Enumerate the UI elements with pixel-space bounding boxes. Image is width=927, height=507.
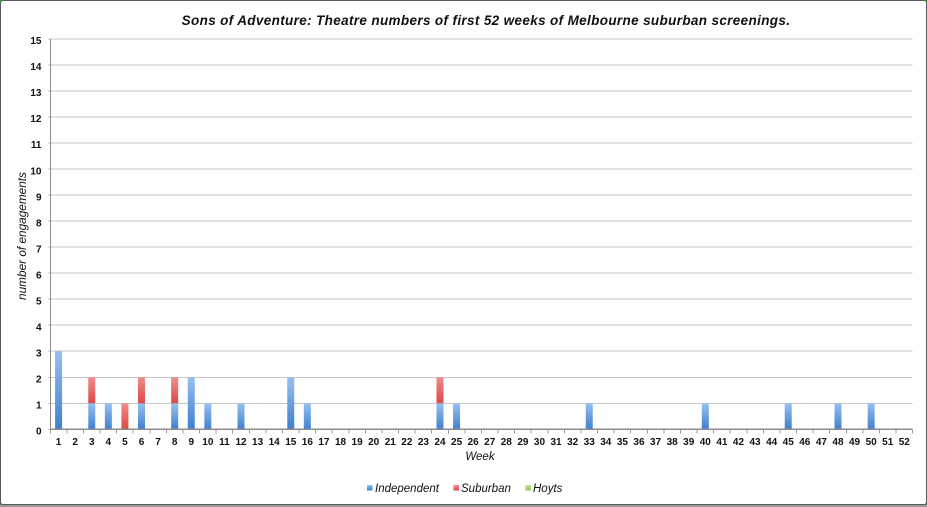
svg-text:22: 22 — [401, 437, 413, 448]
svg-text:0: 0 — [36, 426, 42, 437]
svg-text:40: 40 — [700, 437, 712, 448]
svg-text:2: 2 — [36, 374, 42, 385]
svg-text:6: 6 — [139, 437, 145, 448]
svg-text:4: 4 — [106, 437, 112, 448]
svg-text:18: 18 — [335, 437, 347, 448]
svg-text:39: 39 — [683, 437, 695, 448]
svg-text:30: 30 — [534, 437, 546, 448]
svg-text:6: 6 — [36, 270, 42, 281]
svg-text:12: 12 — [235, 437, 247, 448]
svg-text:37: 37 — [650, 437, 662, 448]
svg-text:1: 1 — [36, 400, 42, 411]
svg-text:52: 52 — [899, 437, 911, 448]
svg-text:3: 3 — [36, 348, 42, 359]
svg-text:50: 50 — [866, 437, 878, 448]
svg-text:27: 27 — [484, 437, 496, 448]
svg-text:Week: Week — [465, 451, 495, 463]
svg-text:Sons of Adventure: Theatre num: Sons of Adventure: Theatre numbers of fi… — [182, 13, 791, 28]
svg-text:7: 7 — [155, 437, 161, 448]
svg-text:Independent: Independent — [375, 483, 440, 495]
svg-text:9: 9 — [188, 437, 194, 448]
svg-text:5: 5 — [36, 296, 42, 307]
svg-text:48: 48 — [832, 437, 844, 448]
svg-text:25: 25 — [451, 437, 463, 448]
svg-text:1: 1 — [56, 437, 62, 448]
svg-text:47: 47 — [816, 437, 828, 448]
svg-text:17: 17 — [318, 437, 330, 448]
svg-text:38: 38 — [667, 437, 679, 448]
svg-text:10: 10 — [30, 166, 42, 177]
svg-text:15: 15 — [285, 437, 297, 448]
svg-text:26: 26 — [468, 437, 480, 448]
svg-text:4: 4 — [36, 322, 42, 333]
svg-text:8: 8 — [172, 437, 178, 448]
svg-text:3: 3 — [89, 437, 95, 448]
svg-text:44: 44 — [766, 437, 778, 448]
svg-text:10: 10 — [202, 437, 214, 448]
svg-text:35: 35 — [617, 437, 629, 448]
svg-text:31: 31 — [551, 437, 563, 448]
svg-text:13: 13 — [252, 437, 264, 448]
svg-text:49: 49 — [849, 437, 861, 448]
svg-text:13: 13 — [30, 88, 42, 99]
svg-text:Suburban: Suburban — [461, 483, 511, 495]
svg-text:9: 9 — [36, 192, 42, 203]
svg-text:36: 36 — [633, 437, 645, 448]
svg-text:28: 28 — [501, 437, 513, 448]
svg-text:33: 33 — [584, 437, 596, 448]
svg-text:42: 42 — [733, 437, 745, 448]
svg-text:8: 8 — [36, 218, 42, 229]
svg-text:7: 7 — [36, 244, 42, 255]
svg-text:number of engagements: number of engagements — [15, 172, 29, 300]
svg-text:46: 46 — [799, 437, 811, 448]
svg-text:23: 23 — [418, 437, 430, 448]
svg-text:45: 45 — [783, 437, 795, 448]
svg-text:15: 15 — [30, 36, 42, 47]
svg-text:29: 29 — [517, 437, 529, 448]
svg-text:Hoyts: Hoyts — [533, 483, 563, 495]
svg-text:12: 12 — [30, 114, 42, 125]
svg-text:41: 41 — [716, 437, 728, 448]
svg-text:11: 11 — [219, 437, 230, 448]
svg-text:21: 21 — [385, 437, 397, 448]
svg-text:2: 2 — [72, 437, 78, 448]
svg-text:24: 24 — [434, 437, 446, 448]
svg-text:16: 16 — [302, 437, 314, 448]
svg-text:19: 19 — [352, 437, 364, 448]
svg-text:51: 51 — [882, 437, 894, 448]
svg-text:14: 14 — [30, 62, 42, 73]
svg-text:14: 14 — [269, 437, 281, 448]
svg-text:11: 11 — [31, 140, 42, 151]
svg-text:43: 43 — [749, 437, 761, 448]
svg-text:32: 32 — [567, 437, 579, 448]
svg-text:34: 34 — [600, 437, 612, 448]
svg-text:20: 20 — [368, 437, 380, 448]
svg-text:5: 5 — [122, 437, 128, 448]
